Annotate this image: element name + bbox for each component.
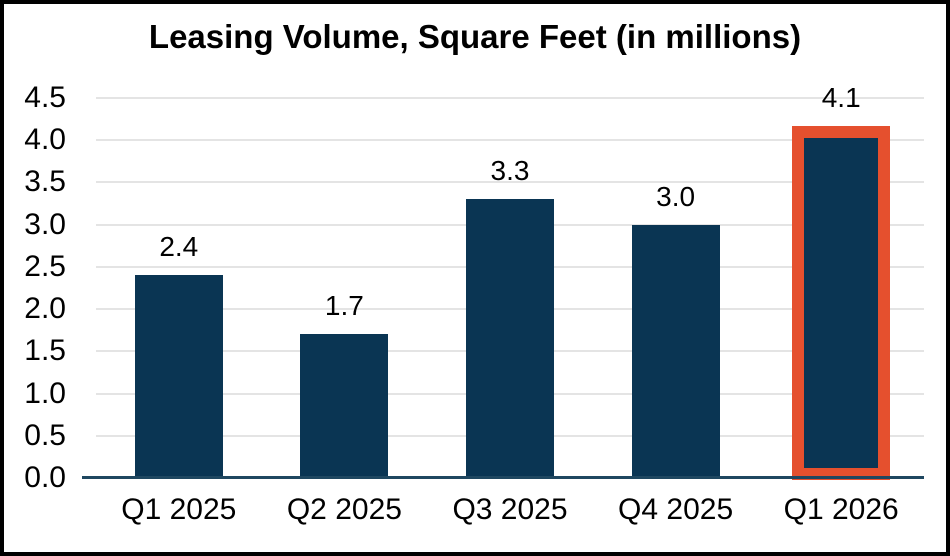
x-axis-tick-label: Q4 2025 xyxy=(618,493,734,526)
data-label: 4.1 xyxy=(821,81,861,113)
gridline xyxy=(96,139,924,142)
bar xyxy=(134,275,223,478)
y-axis-tick-label: 0.5 xyxy=(24,418,66,452)
y-axis-tick-label: 4.0 xyxy=(24,123,66,157)
y-axis-tick-label: 4.5 xyxy=(24,81,66,114)
data-label: 1.7 xyxy=(324,290,364,322)
y-axis-tick-label: 1.5 xyxy=(24,334,66,368)
plot-area: 2.4 1.7 3.3 3.0 4.1 xyxy=(82,82,924,480)
y-axis-tick-label: 2.0 xyxy=(24,292,66,326)
data-label: 3.0 xyxy=(656,180,696,212)
y-axis-tick-label: 2.5 xyxy=(24,249,66,283)
bar xyxy=(631,224,720,478)
gridline xyxy=(96,181,924,184)
data-label: 2.4 xyxy=(159,231,199,263)
bar xyxy=(300,334,389,478)
x-axis-line xyxy=(82,476,924,479)
data-label: 3.3 xyxy=(490,155,530,187)
x-axis-tick-label: Q1 2025 xyxy=(121,493,237,526)
y-axis-tick-label: 3.0 xyxy=(24,207,66,241)
x-axis-tick-label: Q1 2026 xyxy=(783,493,899,526)
x-axis-tick-label: Q2 2025 xyxy=(286,493,402,526)
bar xyxy=(466,199,554,478)
x-axis-tick-label: Q3 2025 xyxy=(452,493,568,526)
highlight-ring xyxy=(792,125,891,480)
y-axis-tick-label: 0.0 xyxy=(24,461,66,494)
y-axis-tick-label: 3.5 xyxy=(24,165,66,199)
chart-title: Leasing Volume, Square Feet (in millions… xyxy=(148,18,802,55)
gridline xyxy=(96,97,924,99)
bars-layer: 2.4 1.7 3.3 3.0 4.1 xyxy=(96,82,924,480)
bar xyxy=(797,131,886,478)
y-axis-tick-label: 1.0 xyxy=(24,376,66,410)
